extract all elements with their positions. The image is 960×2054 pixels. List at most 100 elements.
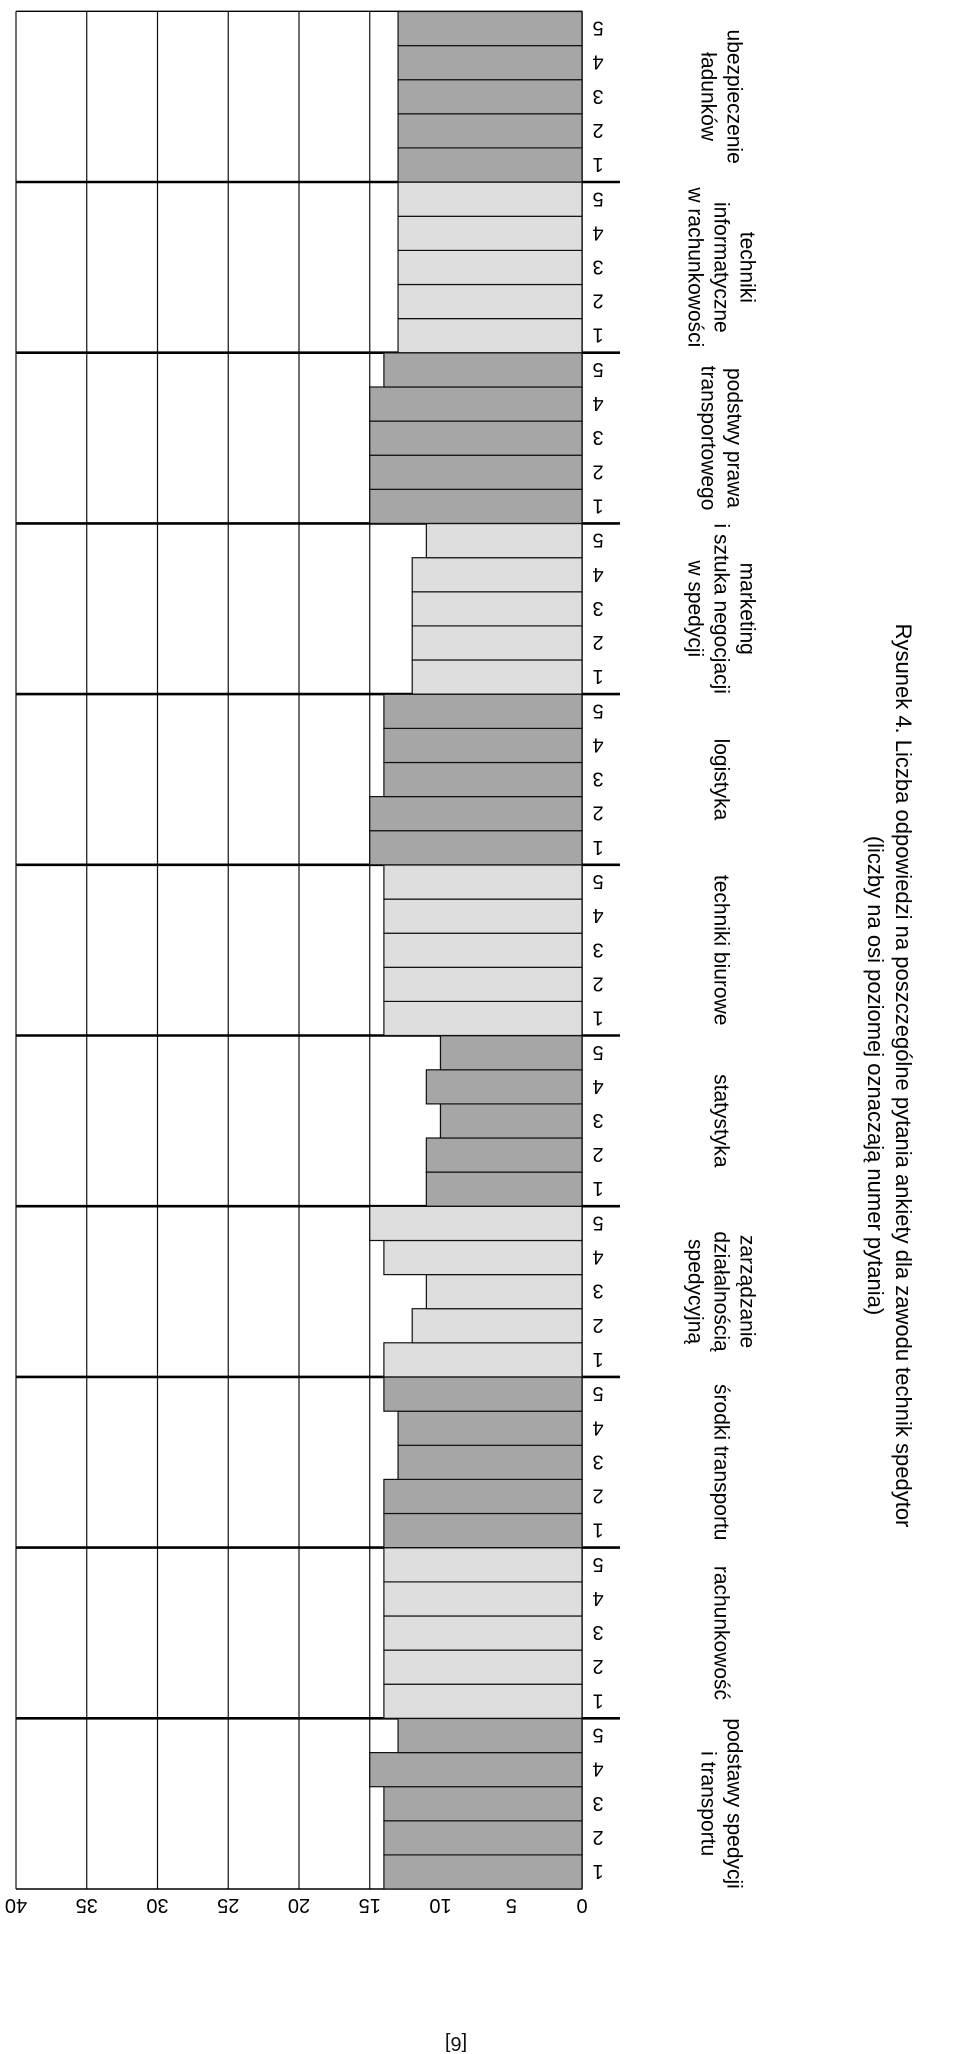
bar	[383, 761, 583, 798]
question-number-label: 2	[592, 1484, 603, 1506]
bar	[397, 10, 583, 47]
question-number-label: 5	[592, 870, 603, 892]
group-label: spedycyjną	[683, 1239, 706, 1344]
bar	[369, 1205, 583, 1242]
bar	[383, 352, 583, 388]
bar	[369, 1752, 583, 1788]
question-number-label: 3	[592, 426, 603, 448]
question-number-label: 3	[592, 255, 603, 277]
group-label: rachunkowość	[709, 1566, 732, 1700]
group-label: zarządzanie	[735, 1235, 758, 1348]
question-number-label: 3	[592, 1280, 603, 1302]
question-number-label: 2	[592, 1655, 603, 1677]
bar	[369, 830, 583, 866]
bar	[439, 1035, 583, 1071]
value-tick-label: 10	[429, 1894, 451, 1916]
bar	[397, 249, 583, 286]
question-number-label: 3	[592, 768, 603, 790]
caption-line: Rysunek 4. Liczba odpowiedzi na poszczeg…	[891, 624, 916, 1528]
question-number-label: 4	[592, 1758, 603, 1780]
bar	[383, 1478, 583, 1515]
bar	[425, 1137, 583, 1173]
group-label: informatyczne	[709, 202, 732, 333]
bar	[383, 1512, 583, 1549]
question-number-labels: 1 2 3 4 5 1 2 3 4 5 1 2 3 4 5 1 2 3 4 5 1 2 3 4 5 1 2 3 4 5 1 2 3 4 5 1 2 3 4 5…	[592, 17, 603, 1882]
bar	[383, 1683, 583, 1719]
bar	[397, 79, 583, 115]
question-number-label: 3	[592, 85, 603, 107]
bar	[425, 1069, 583, 1105]
bar	[411, 625, 583, 661]
question-number-label: 2	[592, 631, 603, 653]
bar	[369, 795, 583, 832]
group-label: ładunków	[696, 52, 719, 142]
bar	[425, 1171, 583, 1207]
question-number-label: 5	[592, 1211, 603, 1233]
value-tick-label: 0	[576, 1894, 587, 1916]
value-tick-label: 30	[146, 1894, 168, 1916]
question-number-label: 4	[592, 392, 603, 414]
bar	[397, 215, 583, 252]
bar	[383, 1239, 583, 1276]
reference-number: [6]	[444, 2032, 468, 2054]
bar	[383, 1786, 583, 1822]
question-number-label: 1	[592, 153, 603, 175]
bar	[383, 1649, 583, 1685]
group-label: transportowego	[696, 366, 719, 511]
question-number-label: 1	[592, 1177, 603, 1199]
bar	[397, 113, 583, 149]
question-number-label: 5	[592, 699, 603, 721]
question-number-label: 3	[592, 1792, 603, 1814]
bar	[383, 1000, 583, 1037]
bar	[369, 488, 583, 525]
question-number-label: 3	[592, 597, 603, 619]
bar	[369, 420, 583, 456]
question-number-label: 3	[592, 938, 603, 960]
bar	[369, 454, 583, 490]
bar	[425, 522, 583, 559]
question-number-label: 4	[592, 51, 603, 73]
bar	[411, 1308, 583, 1344]
value-tick-label: 35	[76, 1894, 98, 1916]
question-number-label: 4	[592, 904, 603, 926]
question-number-label: 4	[592, 1246, 603, 1268]
bar	[383, 898, 583, 934]
question-number-label: 2	[592, 1143, 603, 1165]
caption-line: (liczby na osi poziomej oznaczają numer …	[863, 836, 888, 1315]
question-number-label: 1	[592, 1860, 603, 1882]
question-number-label: 3	[592, 1109, 603, 1131]
question-number-label: 5	[592, 1553, 603, 1575]
question-number-label: 5	[592, 358, 603, 380]
bar	[397, 1410, 583, 1446]
question-number-label: 4	[592, 563, 603, 585]
bar	[383, 1376, 583, 1412]
bar	[383, 932, 583, 968]
figure-caption: Rysunek 4. Liczba odpowiedzi na poszczeg…	[863, 624, 916, 1528]
question-number-label: 2	[592, 460, 603, 482]
bar	[383, 727, 583, 764]
question-number-label: 1	[592, 665, 603, 687]
group-label: w spedycji	[683, 559, 706, 657]
value-axis: 0 5 10 15 20 25 30 35 40	[5, 1894, 588, 1916]
group-label: ubezpieczenie	[722, 30, 745, 164]
bar	[383, 1854, 583, 1890]
bar	[397, 181, 583, 217]
question-number-label: 5	[592, 1382, 603, 1404]
question-number-label: 4	[592, 221, 603, 243]
question-number-label: 1	[592, 1006, 603, 1028]
question-number-label: 5	[592, 17, 603, 39]
group-label: działalnością	[709, 1231, 732, 1352]
question-number-label: 2	[592, 972, 603, 994]
value-tick-label: 5	[506, 1894, 517, 1916]
bar	[411, 557, 583, 593]
group-label: techniki	[735, 232, 758, 303]
value-tick-label: 20	[288, 1894, 310, 1916]
question-number-label: 3	[592, 1450, 603, 1472]
bar	[383, 693, 583, 730]
question-number-label: 3	[592, 1621, 603, 1643]
bar	[383, 1547, 583, 1583]
group-label: w rachunkowości	[683, 186, 706, 347]
